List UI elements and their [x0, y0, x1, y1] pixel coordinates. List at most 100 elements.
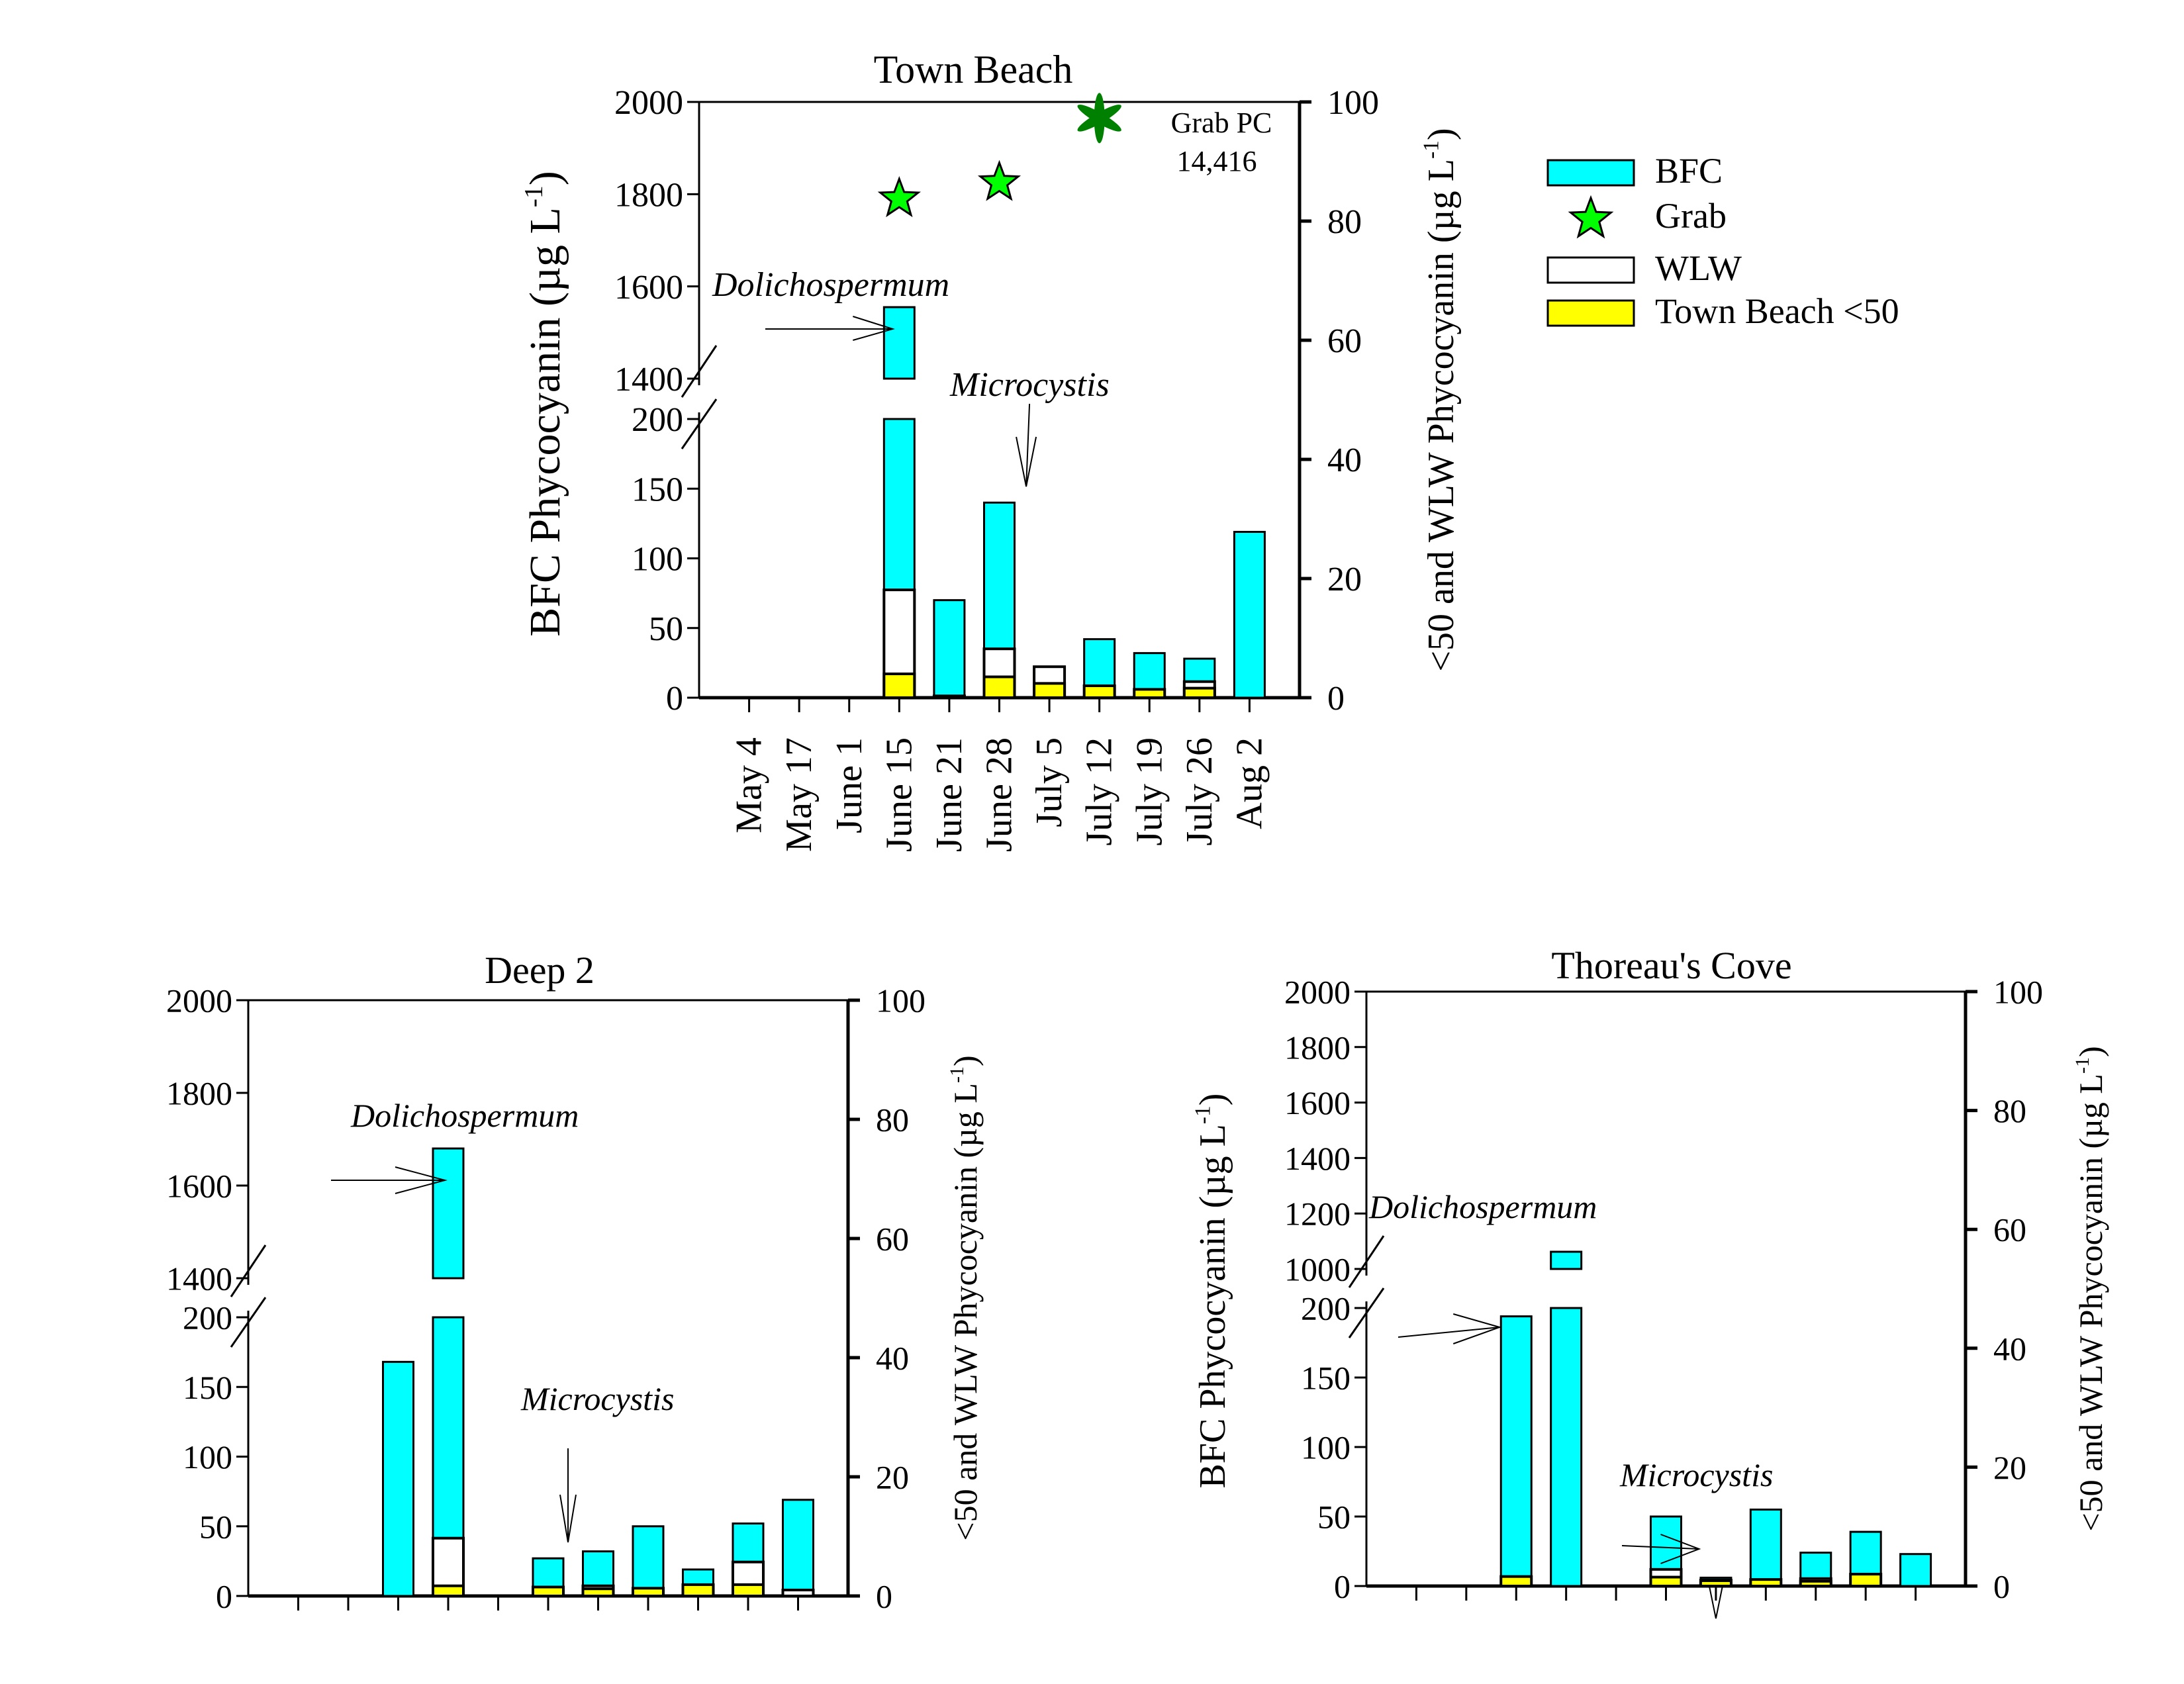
bar-lt50 [632, 1587, 665, 1598]
legend-label: Grab [1655, 196, 1727, 236]
y-axis-label-close: ) [1192, 1094, 1233, 1106]
y-tick-label: 2000 [614, 84, 683, 122]
bar-lt50 [1033, 682, 1067, 700]
x-tick-label: July 26 [1179, 737, 1220, 846]
y2-axis-label-text: <50 and WLW Phycocyanin (µg L [947, 1083, 984, 1541]
annotation-dolichospermum: Dolichospermum [712, 266, 949, 304]
bar-bfc-upper [432, 1147, 465, 1280]
annotation-dolichospermum: Dolichospermum [350, 1097, 579, 1134]
y2-tick-label: 80 [1993, 1092, 2026, 1129]
legend-swatch [1546, 256, 1635, 284]
axis-break-mark [230, 1244, 267, 1297]
y2-tick-label: 0 [1327, 680, 1345, 718]
annotation-microcystis: Microcystis [1619, 1456, 1773, 1493]
annotation-microcystis: Microcystis [520, 1380, 674, 1417]
grab-pc-value: 14,416 [1177, 145, 1257, 177]
y-axis-label-close: ) [521, 171, 569, 185]
x-tick-label: July 5 [1029, 737, 1070, 827]
x-tick-label: June 15 [878, 737, 920, 852]
annotation-dolichospermum: Dolichospermum [1368, 1188, 1597, 1225]
axis-break-mark [1348, 1235, 1385, 1288]
y-tick-label: 1400 [1284, 1140, 1351, 1177]
legend-label: WLW [1655, 248, 1742, 288]
bar-lt50 [1799, 1579, 1832, 1587]
y-axis-label: BFC Phycocyanin (µg L-1) [1191, 1094, 1233, 1489]
y-tick-label: 1600 [1284, 1084, 1351, 1121]
chart-title: Deep 2 [485, 949, 594, 992]
grab-star-marker [877, 176, 921, 218]
y-tick-label: 150 [1301, 1360, 1351, 1397]
bar-bfc [1233, 531, 1266, 699]
bar-lt50 [581, 1587, 615, 1597]
microcystis-arrow [559, 1448, 577, 1543]
y-tick-label: 1600 [614, 269, 683, 306]
y-tick-label: 2000 [166, 982, 232, 1019]
y-tick-label: 1400 [166, 1260, 232, 1297]
grab-asterisk-marker [1077, 93, 1121, 144]
bar-bfc [382, 1360, 414, 1597]
y2-tick-label: 40 [1993, 1330, 2026, 1367]
y2-tick-label: 80 [1327, 203, 1362, 241]
bar-lt50 [982, 675, 1016, 699]
y2-tick-label: 0 [876, 1578, 892, 1615]
bar-lt50 [1649, 1575, 1683, 1588]
legend-swatch [1546, 159, 1635, 187]
microcystis-arrow [1621, 1534, 1701, 1564]
legend-item: Town Beach <50 [1546, 291, 1899, 331]
bar-bfc-upper [882, 306, 916, 380]
legend-item: BFC [1546, 151, 1723, 191]
chart-title: Thoreau's Cove [1551, 944, 1791, 987]
y-tick-label: 50 [1317, 1499, 1351, 1536]
x-tick-label: June 1 [829, 737, 870, 833]
bar-bfc [1749, 1509, 1782, 1587]
bar-lt50 [1499, 1575, 1533, 1588]
legend-swatch [1546, 299, 1635, 327]
dolichospermum-arrow [765, 316, 895, 341]
y-tick-label: 150 [183, 1369, 232, 1406]
y2-tick-label: 20 [1993, 1449, 2026, 1486]
y-tick-label: 150 [632, 471, 683, 508]
y2-axis-label-sup: -1 [2071, 1057, 2093, 1074]
x-tick-label: July 19 [1129, 737, 1170, 846]
axis-break-mark [1348, 1287, 1385, 1338]
y2-tick-label: 100 [1993, 974, 2043, 1011]
bar-lt50 [932, 694, 966, 700]
y-axis-label-text: BFC Phycocyanin (µg L [521, 207, 569, 637]
y2-axis-label: <50 and WLW Phycocyanin (µg L-1) [946, 1055, 984, 1540]
bar-lt50 [1699, 1579, 1733, 1587]
y2-tick-label: 20 [1327, 561, 1362, 598]
bar-bfc [782, 1499, 814, 1597]
y-axis-label-sup: -1 [1191, 1105, 1215, 1124]
legend-label: Town Beach <50 [1655, 291, 1899, 331]
bar-bfc [1550, 1307, 1583, 1587]
deep-2-chart: Deep 2 140016001800200005010015020002040… [166, 949, 984, 1615]
y-tick-label: 1800 [1284, 1029, 1351, 1066]
thoreaus-cove-chart: Thoreau's Cove 1000120014001600180020000… [1191, 944, 2109, 1619]
y2-tick-label: 100 [876, 982, 926, 1019]
x-tick-label: May 17 [779, 737, 820, 852]
bar-lt50 [1849, 1573, 1883, 1588]
x-tick-label: May 4 [729, 737, 770, 833]
y2-tick-label: 40 [876, 1340, 909, 1377]
y-tick-label: 1800 [614, 177, 683, 214]
bar-lt50 [732, 1583, 765, 1597]
y2-tick-label: 80 [876, 1101, 909, 1139]
dolichospermum-arrow [331, 1166, 448, 1194]
y2-axis-label-text: <50 and WLW Phycocyanin (µg L [2072, 1074, 2109, 1532]
grab-pc-label: Grab PC [1171, 107, 1272, 139]
y-tick-label: 1600 [166, 1168, 232, 1205]
y2-tick-label: 40 [1327, 442, 1362, 479]
y-tick-label: 200 [183, 1299, 232, 1336]
bar-wlw [781, 1589, 815, 1597]
asterisk-petal [1077, 105, 1121, 132]
y-tick-label: 100 [1301, 1429, 1351, 1466]
chart-title: Town Beach [874, 48, 1073, 91]
y2-axis-label-close: ) [947, 1055, 984, 1066]
bar-bfc [632, 1525, 665, 1597]
y2-tick-label: 100 [1327, 84, 1379, 122]
y-tick-label: 0 [1334, 1568, 1351, 1605]
y-tick-label: 200 [632, 401, 683, 439]
y-tick-label: 0 [666, 680, 683, 718]
legend-item: Grab [1568, 195, 1727, 239]
